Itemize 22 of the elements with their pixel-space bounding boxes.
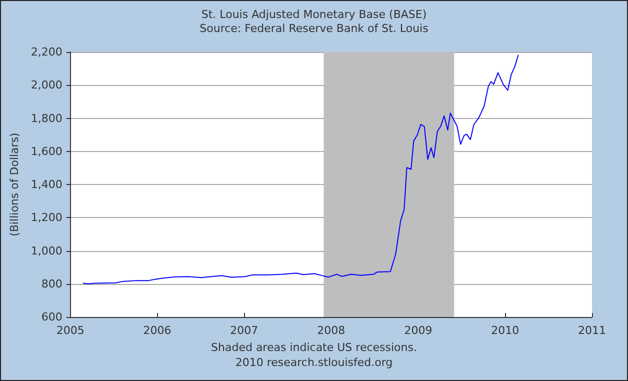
y-tick-label: 2,000 — [30, 78, 62, 92]
y-tick-label: 2,200 — [30, 46, 62, 58]
y-tick-label: 1,200 — [30, 211, 62, 224]
x-tick-label: 2007 — [230, 324, 258, 337]
x-tick-label: 2006 — [143, 324, 172, 337]
x-tick-label: 2009 — [404, 324, 432, 337]
y-tick-label: 1,000 — [30, 244, 62, 258]
x-tick-label: 2005 — [56, 324, 84, 337]
x-tick-label: 2011 — [578, 324, 606, 337]
y-tick-label: 1,600 — [30, 144, 62, 158]
chart-title: St. Louis Adjusted Monetary Base (BASE) — [201, 8, 427, 21]
y-tick-label: 1,800 — [30, 112, 62, 125]
x-tick-label: 2010 — [491, 324, 520, 337]
x-tick-label: 2008 — [317, 324, 346, 337]
text: Shaded areas indicate US recessions. — [211, 341, 417, 354]
y-axis-title: (Billions of Dollars) — [8, 132, 21, 236]
y-tick-label: 1,400 — [30, 178, 62, 191]
y-tick-label: 800 — [41, 277, 62, 290]
chart-subtitle: Source: Federal Reserve Bank of St. Louis — [200, 22, 429, 35]
y-tick-label: 600 — [41, 310, 62, 324]
line-series — [82, 54, 519, 284]
text: 2010 research.stlouisfed.org — [235, 356, 393, 369]
